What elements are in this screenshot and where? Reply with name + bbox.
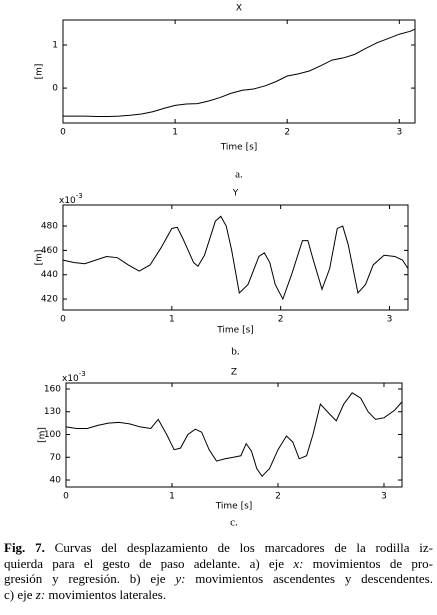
caption-text: gresión y regresión. b) eje xyxy=(4,571,176,586)
x-axis-label: Time [s] xyxy=(220,143,258,153)
y-scale-base: x10 xyxy=(59,196,76,206)
caption-line: gresión y regresión. b) eje y: movimient… xyxy=(4,571,433,587)
caption-label: Fig. 7. xyxy=(4,540,45,555)
y-tick-label: 0 xyxy=(52,84,58,94)
plot-frame xyxy=(62,204,409,311)
caption-line: quierda para el gesto de paso adelante. … xyxy=(4,556,433,572)
y-tick-label: 1 xyxy=(52,40,58,50)
x-tick-label: 2 xyxy=(284,128,290,138)
y-tick-label: 420 xyxy=(41,295,58,305)
x-tick-label: 1 xyxy=(172,128,178,138)
data-line xyxy=(65,392,403,478)
y-axis-label: [m] xyxy=(35,64,45,80)
caption-text: Curvas del desplazamiento de los marcado… xyxy=(44,540,434,555)
y-tick-label: 70 xyxy=(50,453,62,463)
y-scale-base: x10 xyxy=(62,374,79,384)
y-scale-label: x10-3 xyxy=(62,370,86,384)
caption-text: movimientos de pro- xyxy=(303,555,434,571)
sublabel: c. xyxy=(230,517,238,529)
x-tick-label: 2 xyxy=(278,315,284,325)
caption: Fig. 7. Curvas del desplazamiento de los… xyxy=(4,540,433,602)
sublabel: b. xyxy=(231,346,240,358)
x-tick-label: 0 xyxy=(60,315,66,325)
chart-title: Y xyxy=(232,189,239,199)
x-tick-label: 0 xyxy=(63,492,69,502)
y-tick-label: 130 xyxy=(44,407,61,417)
y-tick-label: 480 xyxy=(41,222,58,232)
plot-frame xyxy=(62,19,416,124)
x-tick-label: 0 xyxy=(60,128,66,138)
x-tick-label: 1 xyxy=(169,492,175,502)
caption-line: c) eje z: movimientos laterales. xyxy=(4,587,433,603)
caption-text: quierda para el gesto de paso adelante. … xyxy=(4,555,294,571)
y-tick-label: 440 xyxy=(41,270,58,280)
x-tick-label: 3 xyxy=(381,492,387,502)
plot-frame xyxy=(65,382,403,488)
y-scale-exponent: -3 xyxy=(79,370,86,378)
caption-text: movimientos laterales. xyxy=(45,586,167,602)
x-axis-label: Time [s] xyxy=(216,326,254,336)
y-axis-label: [m] xyxy=(38,427,48,443)
y-scale-label: x10-3 xyxy=(59,192,83,206)
x-axis-label: Time [s] xyxy=(215,502,253,512)
sublabel: a. xyxy=(235,169,243,181)
data-line xyxy=(63,28,416,118)
y-tick-label: 460 xyxy=(41,246,58,256)
x-tick-label: 3 xyxy=(387,315,393,325)
y-tick-label: 100 xyxy=(44,430,61,440)
data-line xyxy=(62,215,409,301)
y-tick-label: 40 xyxy=(50,476,62,486)
y-scale-exponent: -3 xyxy=(76,192,83,200)
x-tick-label: 1 xyxy=(169,315,175,325)
y-tick-label: 160 xyxy=(44,384,61,394)
caption-line: Fig. 7. Curvas del desplazamiento de los… xyxy=(4,540,433,556)
caption-text: c) eje xyxy=(4,586,36,602)
caption-text: movimientos ascendentes y descendentes. xyxy=(185,571,433,586)
caption-text: x: xyxy=(293,555,304,571)
x-tick-label: 3 xyxy=(396,128,402,138)
chart-title: Z xyxy=(231,368,237,378)
chart-title: X xyxy=(236,4,242,14)
x-tick-label: 2 xyxy=(275,492,281,502)
y-axis-label: [m] xyxy=(35,250,45,266)
caption-text: y: xyxy=(175,571,186,586)
caption-text: z: xyxy=(35,586,46,602)
